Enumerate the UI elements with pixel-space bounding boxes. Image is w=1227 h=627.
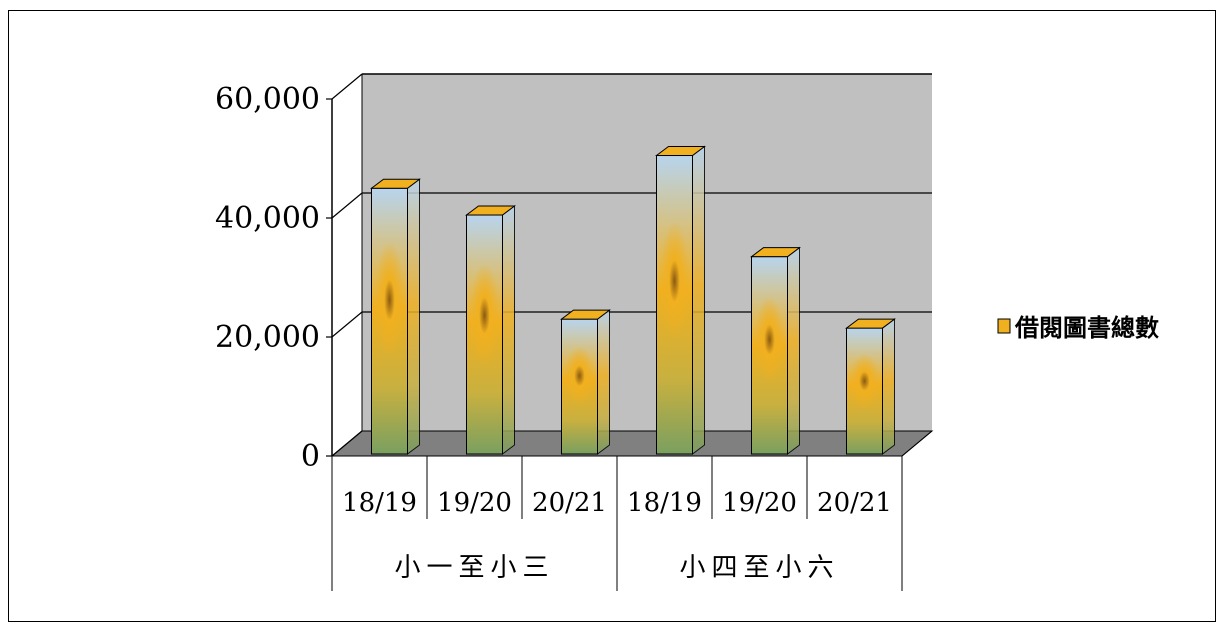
bar — [845, 318, 896, 455]
bar — [655, 145, 706, 455]
bar-side — [787, 246, 800, 455]
bar-flower — [849, 353, 880, 409]
x-category-label: 20/21 — [532, 488, 607, 518]
bar-flower — [374, 241, 405, 359]
bar-top — [750, 247, 801, 258]
bar-top — [845, 318, 896, 329]
y-tick-diagonal — [331, 192, 363, 219]
x-category-label: 19/20 — [437, 488, 512, 518]
chart-walls — [330, 73, 934, 457]
bar-flower — [469, 262, 500, 368]
back-wall — [362, 74, 932, 431]
y-tick-diagonal — [331, 73, 363, 100]
legend-label: 借閱圖書總數 — [1014, 314, 1159, 342]
floor-edge — [901, 430, 933, 457]
chart-gridlines — [362, 192, 932, 313]
bar — [370, 178, 421, 455]
bar-flower — [564, 346, 595, 406]
y-tick-label: 20,000 — [215, 320, 320, 355]
bar-top — [560, 309, 611, 320]
legend: 借閱圖書總數 — [997, 314, 1159, 342]
x-category-label: 19/20 — [722, 488, 797, 518]
bar — [750, 246, 801, 455]
chart-frame: 0 20,000 40,000 60,000 18/19 19/20 20/21 18/19… — [8, 10, 1216, 622]
y-tick-diagonal — [331, 430, 363, 457]
bar-flower — [659, 220, 690, 341]
y-tick-label: 0 — [301, 439, 320, 474]
bar-top — [655, 146, 706, 157]
y-axis: 0 20,000 40,000 60,000 — [215, 73, 363, 474]
y-tick-label: 40,000 — [215, 201, 320, 236]
x-category-label: 18/19 — [342, 488, 417, 518]
x-category-label: 18/19 — [627, 488, 702, 518]
bar-top — [370, 178, 421, 189]
x-group-label: 小四至小六 — [679, 553, 839, 583]
bar-side — [407, 178, 420, 455]
bar-side — [692, 145, 705, 455]
x-group-label: 小一至小三 — [394, 553, 554, 583]
x-axis-labels: 18/19 19/20 20/21 18/19 19/20 20/21 小一至小三 小四至小六 — [331, 430, 933, 591]
x-category-label: 20/21 — [817, 488, 892, 518]
bar-side — [597, 309, 610, 455]
floor — [330, 430, 934, 457]
bar-flower — [754, 296, 785, 383]
bar-top — [465, 205, 516, 216]
y-tick-diagonal — [331, 311, 363, 338]
bar — [465, 205, 516, 455]
bars — [370, 145, 896, 455]
y-tick-label: 60,000 — [215, 82, 320, 117]
bar-side — [502, 205, 515, 455]
bar — [560, 309, 611, 455]
legend-swatch — [997, 318, 1011, 334]
bar-side — [882, 318, 895, 455]
